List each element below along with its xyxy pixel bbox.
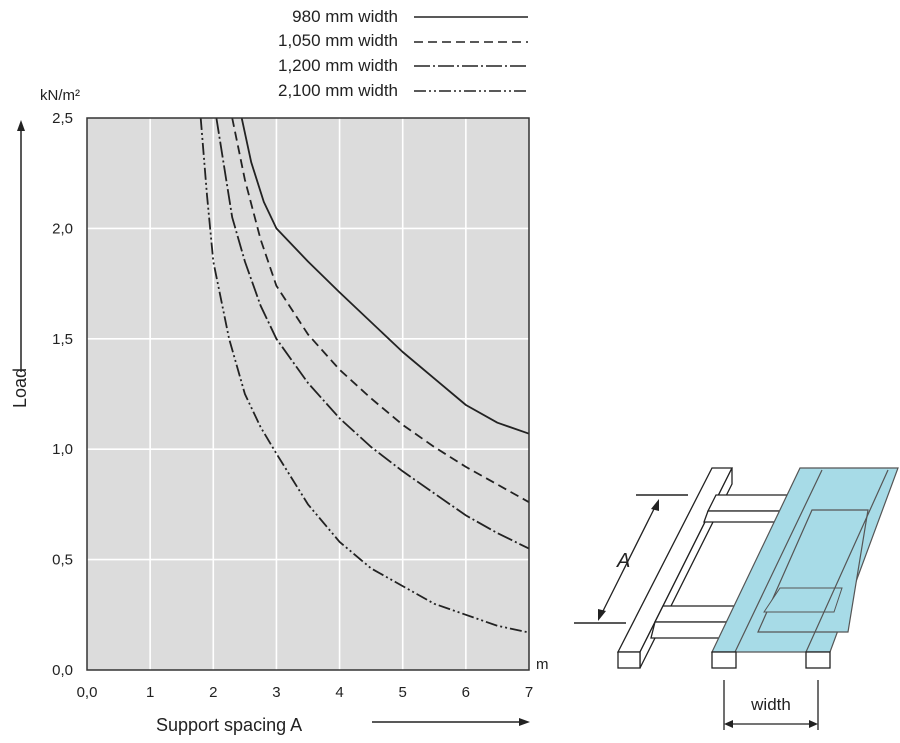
x-tick-label: 0,0 — [77, 684, 98, 701]
x-tick-label: 2 — [209, 684, 217, 701]
width-label: width — [750, 695, 791, 714]
dimension-label-A: A — [616, 550, 630, 572]
width-arrowhead-right — [809, 720, 818, 728]
series-line-2 — [231, 117, 530, 503]
dimension-arrowhead-top — [651, 499, 659, 511]
deck-edge-right — [805, 469, 889, 653]
legend-label-1: 980 mm width — [292, 7, 398, 26]
plot-area — [86, 117, 530, 671]
y-tick-label: 0,5 — [52, 552, 73, 569]
deck-end-right — [805, 651, 831, 669]
legend-label-3: 1,200 mm width — [278, 56, 398, 75]
y-axis-title: Load — [10, 368, 30, 408]
x-tick-label: 3 — [272, 684, 280, 701]
y-axis-arrow — [17, 120, 25, 372]
x-axis-title: Support spacing A — [156, 715, 302, 735]
tick-labels: 0,0 1 2 3 4 5 6 7 0,0 0,5 1,0 1,5 2,0 2,5 — [52, 110, 533, 701]
deck-end-left — [711, 651, 737, 669]
legend-label-4: 2,100 mm width — [278, 81, 398, 100]
x-tick-label: 4 — [335, 684, 343, 701]
deck-edge-left — [734, 469, 823, 653]
y-tick-label: 2,5 — [52, 110, 73, 127]
y-tick-label: 1,0 — [52, 441, 73, 458]
plot-frame — [86, 117, 530, 671]
x-tick-label: 5 — [399, 684, 407, 701]
grid — [87, 118, 529, 670]
legend: 980 mm width 1,050 mm width 1,200 mm wid… — [278, 7, 528, 100]
ladder-diagram: A width — [574, 467, 899, 730]
dimension-arrow-A — [599, 502, 658, 618]
series-line-3 — [215, 117, 530, 550]
left-rail-end — [617, 651, 641, 669]
series-line-4 — [199, 117, 530, 634]
y-tick-label: 1,5 — [52, 331, 73, 348]
y-axis-unit: kN/m² — [40, 87, 80, 104]
series — [199, 117, 530, 634]
legend-label-2: 1,050 mm width — [278, 31, 398, 50]
x-axis-unit: m — [536, 656, 549, 673]
plot-background — [87, 118, 529, 670]
deck-inner-brace — [763, 587, 843, 613]
x-tick-label: 1 — [146, 684, 154, 701]
x-tick-label: 6 — [462, 684, 470, 701]
width-arrowhead-left — [724, 720, 733, 728]
x-axis-arrow — [372, 718, 530, 726]
dimension-arrowhead-bottom — [598, 609, 606, 621]
series-line-1 — [240, 117, 530, 435]
y-tick-label: 0,0 — [52, 662, 73, 679]
y-tick-label: 2,0 — [52, 220, 73, 237]
x-tick-label: 7 — [525, 684, 533, 701]
